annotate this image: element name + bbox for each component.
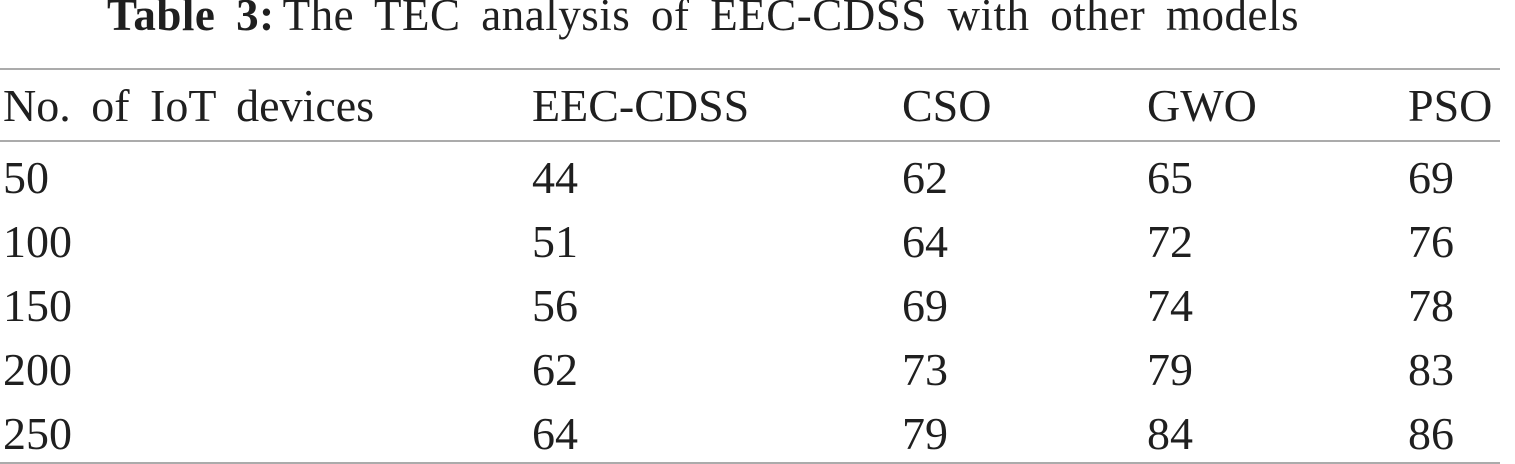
cell-cso: 62 <box>902 151 948 203</box>
table-row: 200 62 73 79 83 <box>0 334 1500 398</box>
table-row: 50 44 62 65 69 <box>0 141 1500 206</box>
cell-devices: 150 <box>3 279 72 331</box>
cell-cso: 73 <box>902 343 948 395</box>
cell-devices: 100 <box>3 215 72 267</box>
header-row: No. of IoT devices EEC-CDSS CSO GWO PSO <box>0 69 1500 142</box>
table-row: 150 56 69 74 78 <box>0 270 1500 334</box>
cell-devices: 50 <box>3 151 49 203</box>
table-row: 250 64 79 84 86 <box>0 398 1500 463</box>
cell-eec-cdss: 62 <box>532 343 578 395</box>
cell-gwo: 74 <box>1147 279 1193 331</box>
cell-gwo: 72 <box>1147 215 1193 267</box>
cell-pso: 76 <box>1408 215 1454 267</box>
cell-gwo: 65 <box>1147 151 1193 203</box>
cell-gwo: 84 <box>1147 407 1193 459</box>
cell-eec-cdss: 44 <box>532 151 578 203</box>
table-caption-text: The TEC analysis of EEC-CDSS with other … <box>282 0 1299 40</box>
cell-pso: 69 <box>1408 151 1454 203</box>
cell-pso: 78 <box>1408 279 1454 331</box>
cell-gwo: 79 <box>1147 343 1193 395</box>
cell-cso: 64 <box>902 215 948 267</box>
tec-analysis-table: No. of IoT devices EEC-CDSS CSO GWO PSO … <box>0 68 1500 464</box>
cell-devices: 250 <box>3 407 72 459</box>
cell-pso: 83 <box>1408 343 1454 395</box>
column-header-gwo: GWO <box>1147 69 1408 142</box>
cell-cso: 79 <box>902 407 948 459</box>
column-header-eec-cdss: EEC-CDSS <box>532 69 902 142</box>
cell-cso: 69 <box>902 279 948 331</box>
column-header-iot-devices: No. of IoT devices <box>0 69 532 142</box>
cell-eec-cdss: 51 <box>532 215 578 267</box>
cell-pso: 86 <box>1408 407 1454 459</box>
cell-eec-cdss: 56 <box>532 279 578 331</box>
column-header-cso: CSO <box>902 69 1147 142</box>
table-caption: Table 3: The TEC analysis of EEC-CDSS wit… <box>107 0 1299 42</box>
cell-devices: 200 <box>3 343 72 395</box>
cell-eec-cdss: 64 <box>532 407 578 459</box>
table-caption-label: Table 3: <box>107 0 275 40</box>
table-row: 100 51 64 72 76 <box>0 206 1500 270</box>
column-header-pso: PSO <box>1408 69 1500 142</box>
